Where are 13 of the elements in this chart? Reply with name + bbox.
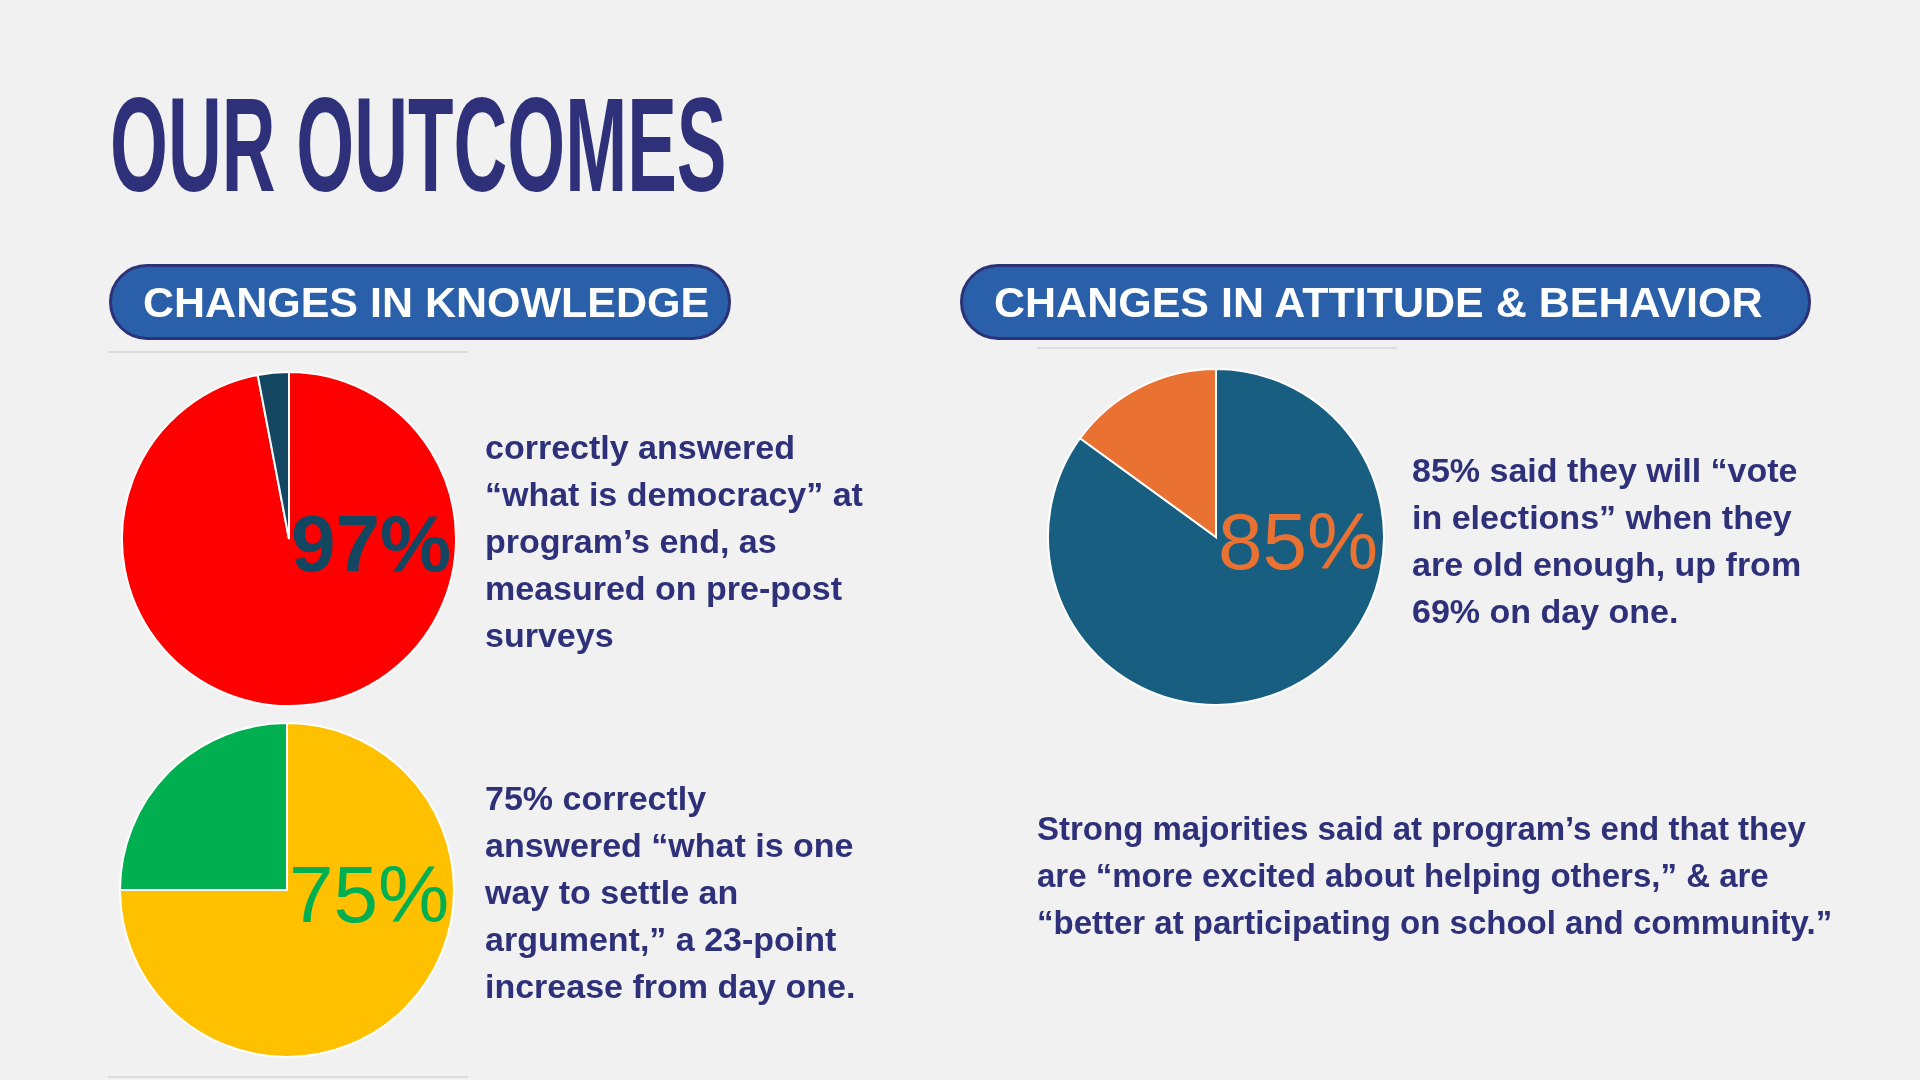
data-label: 75% [289,849,450,939]
data-label: 85% [1218,496,1379,586]
pie-slice [119,722,455,1058]
pie-slice [121,371,457,707]
pie-slice [1047,368,1385,706]
text: correctly answered “what is democracy” at program’s end, as measured on pre-post surveys [485,427,864,656]
chart-title: OUR OUTCOMES [110,71,727,219]
chart-subtitle: CHANGES IN ATTITUDE & BEHAVIOR [960,264,1811,340]
data-label: 97% [291,498,452,588]
text: Strong majorities said at program’s end that they are “more excited about helping others,” & are “better at participating on school and community.” [1037,809,1834,943]
text: 85% said they will “vote in elections” when they are old enough, up from 69% on day one. [1412,450,1803,632]
chart-subtitle: CHANGES IN KNOWLEDGE [109,264,731,340]
text: 75% correctly answered “what is one way to settle an argument,” a 23-point increase from day one. [485,778,857,1007]
